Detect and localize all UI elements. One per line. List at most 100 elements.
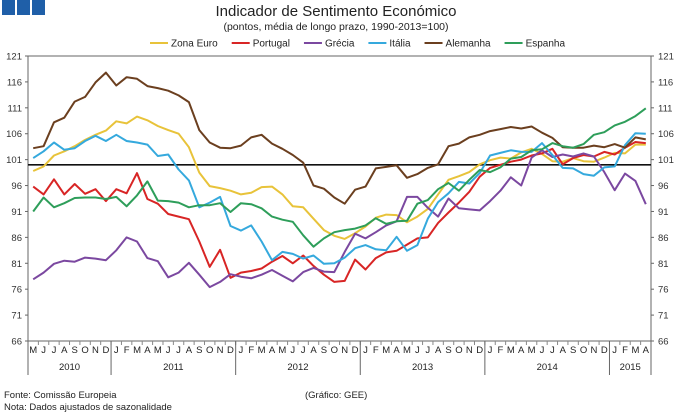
plot-frame: [27, 55, 652, 342]
month-tick-label: D: [352, 345, 359, 356]
y-tick-label-right: 86: [658, 233, 669, 244]
chart-title: Indicador de Sentimento Económico: [216, 3, 457, 20]
month-tick-label: M: [133, 345, 141, 356]
month-tick-label: S: [196, 345, 202, 356]
y-tick-label-right: 116: [658, 77, 673, 88]
y-tick-label-left: 96: [11, 181, 22, 192]
month-tick-label: J: [290, 345, 295, 356]
legend-label: Espanha: [526, 39, 566, 50]
footer-credit: (Gráfico: GEE): [305, 390, 368, 401]
month-tick-label: A: [518, 345, 525, 356]
month-tick-label: O: [580, 345, 587, 356]
y-tick-label-right: 81: [658, 259, 669, 270]
month-tick-label: J: [425, 345, 430, 356]
legend-label: Itália: [389, 39, 411, 50]
y-tick-label-left: 101: [6, 155, 22, 166]
series-line-espanha: [32, 107, 647, 248]
month-tick-label: O: [331, 345, 338, 356]
month-tick-label: D: [476, 345, 483, 356]
month-tick-label: S: [321, 345, 327, 356]
chart-subtitle: (pontos, média de longo prazo, 1990-2013…: [223, 21, 448, 33]
month-tick-label: A: [61, 345, 68, 356]
month-tick-label: N: [590, 345, 597, 356]
month-tick-label: M: [528, 345, 536, 356]
series-line-zona-euro: [32, 115, 646, 240]
month-tick-label: D: [102, 345, 109, 356]
month-tick-label: F: [373, 345, 379, 356]
header-box-1: [2, 0, 15, 15]
month-tick-label: N: [217, 345, 224, 356]
series-line-portugal: [32, 141, 646, 283]
y-tick-label-left: 111: [8, 103, 22, 114]
month-tick-label: A: [269, 345, 276, 356]
y-tick-label-left: 121: [6, 52, 22, 63]
month-tick-label: J: [176, 345, 181, 356]
month-tick-label: O: [455, 345, 462, 356]
month-tick-label: A: [393, 345, 400, 356]
month-tick-label: J: [540, 345, 545, 356]
y-tick-label-right: 96: [658, 181, 669, 192]
month-tick-label: F: [248, 345, 254, 356]
month-tick-label: J: [301, 345, 306, 356]
legend-label: Alemanha: [446, 39, 491, 50]
month-tick-label: O: [206, 345, 213, 356]
year-label: 2010: [59, 362, 80, 373]
month-tick-label: J: [114, 345, 119, 356]
month-tick-label: J: [550, 345, 555, 356]
y-tick-label-right: 71: [658, 311, 669, 322]
legend: Zona Euro Portugal Grécia Itália Alemanha Esp…: [150, 39, 565, 50]
legend-label: Zona Euro: [171, 39, 218, 50]
year-label: 2013: [412, 362, 433, 373]
month-tick-label: A: [643, 345, 650, 356]
month-tick-label: S: [445, 345, 451, 356]
month-tick-label: M: [154, 345, 162, 356]
month-tick-label: M: [382, 345, 390, 356]
footer-note: Nota: Dados ajustados de sazonalidade: [4, 402, 172, 413]
footer-source: Fonte: Comissão Europeia: [4, 390, 117, 401]
legend-label: Grécia: [325, 39, 355, 50]
series-line-gr-cia: [32, 149, 647, 289]
month-tick-label: N: [92, 345, 99, 356]
month-tick-label: N: [341, 345, 348, 356]
y-tick-label-left: 76: [11, 285, 22, 296]
year-label: 2015: [620, 362, 641, 373]
month-tick-label: M: [29, 345, 37, 356]
month-tick-label: J: [363, 345, 368, 356]
plot-area: [28, 71, 651, 289]
month-tick-label: D: [601, 345, 608, 356]
month-tick-label: S: [570, 345, 576, 356]
month-tick-label: A: [310, 345, 317, 356]
y-tick-label-right: 111: [658, 103, 672, 114]
month-tick-label: D: [227, 345, 234, 356]
series-line-alemanha: [33, 71, 646, 205]
month-tick-label: F: [124, 345, 130, 356]
month-tick-label: N: [466, 345, 473, 356]
month-tick-label: J: [488, 345, 493, 356]
y-tick-label-left: 86: [11, 233, 22, 244]
year-label: 2014: [537, 362, 558, 373]
month-tick-label: J: [166, 345, 171, 356]
axes: 66 66 71 71 76 76 81 81 86 86 91 91 96 96 101 101 106 106…: [6, 52, 674, 375]
y-tick-label-right: 76: [658, 285, 669, 296]
month-tick-label: M: [631, 345, 639, 356]
header-box-3: [32, 0, 45, 15]
header-box-2: [17, 0, 30, 15]
y-tick-label-right: 66: [658, 337, 669, 348]
month-tick-label: M: [278, 345, 286, 356]
month-tick-label: J: [41, 345, 46, 356]
y-tick-label-right: 106: [658, 129, 674, 140]
month-tick-label: A: [560, 345, 567, 356]
month-tick-label: F: [498, 345, 504, 356]
year-label: 2011: [163, 362, 183, 373]
month-tick-label: A: [144, 345, 151, 356]
y-tick-label-left: 106: [6, 129, 22, 140]
y-tick-label-right: 121: [658, 52, 674, 63]
month-tick-label: M: [258, 345, 266, 356]
y-tick-label-right: 91: [658, 207, 669, 218]
y-tick-label-left: 66: [11, 337, 22, 348]
y-tick-label-left: 116: [7, 77, 22, 88]
month-tick-label: M: [403, 345, 411, 356]
y-tick-label-right: 101: [658, 155, 674, 166]
y-tick-label-left: 91: [11, 207, 22, 218]
